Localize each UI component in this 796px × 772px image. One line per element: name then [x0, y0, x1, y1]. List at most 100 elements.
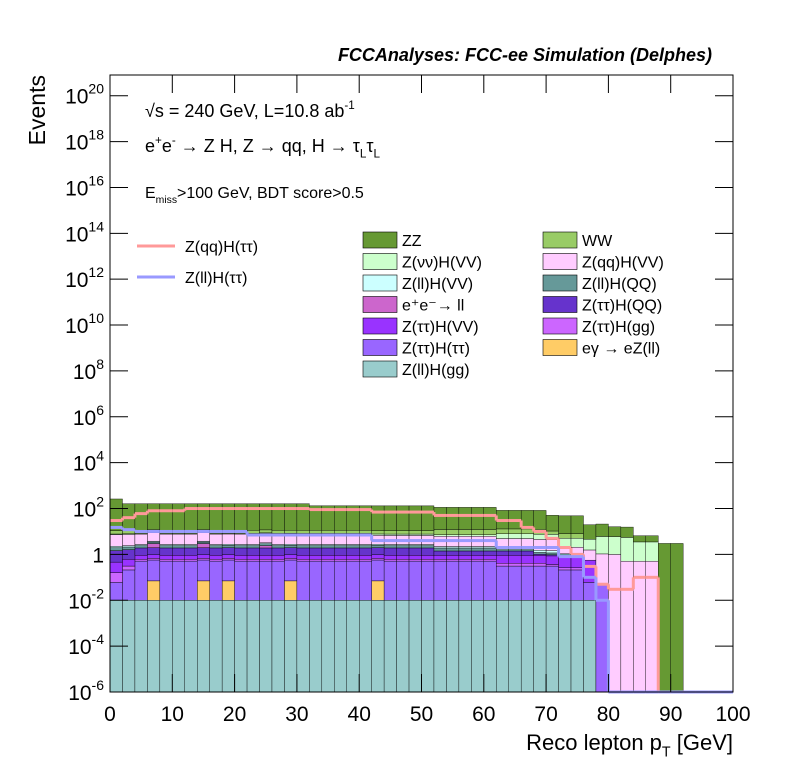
bar-segment	[296, 545, 310, 549]
bar-segment	[421, 505, 435, 531]
bar-segment	[458, 559, 472, 562]
bar-segment	[471, 559, 484, 562]
bar-segment	[334, 545, 347, 549]
bar-segment	[246, 545, 260, 549]
bar-segment	[221, 558, 235, 561]
bar-segment	[109, 550, 123, 563]
bar-segment	[496, 550, 509, 556]
text-part: Reco lepton p	[526, 730, 662, 755]
bar-segment	[533, 600, 547, 693]
bar-segment	[520, 528, 534, 534]
legend-swatch	[362, 360, 398, 378]
text-part: +	[155, 134, 162, 147]
y-tick-label: 106	[73, 402, 104, 430]
bar-segment	[271, 555, 285, 560]
bar-segment	[658, 543, 671, 693]
bar-segment	[508, 528, 522, 534]
bar-segment	[383, 559, 397, 562]
bar-segment	[433, 534, 447, 537]
bar-segment	[645, 541, 659, 562]
bar-segment	[147, 558, 161, 561]
bar-segment	[309, 545, 323, 549]
bar-segment	[109, 530, 123, 535]
bar-segment	[184, 545, 198, 549]
bar-segment	[159, 600, 173, 693]
x-tick-label: 90	[659, 703, 682, 726]
bar-segment	[284, 547, 298, 555]
bar-segment	[408, 547, 422, 556]
y-tick-exponent: 2	[96, 494, 104, 510]
text-part: τ	[366, 136, 373, 156]
bar-segment	[284, 545, 298, 548]
bar-segment	[446, 507, 460, 530]
bar-segment	[433, 560, 447, 601]
x-tick-label: 60	[472, 703, 495, 726]
bar-segment	[520, 600, 534, 693]
bar-segment	[334, 555, 347, 560]
bar-segment	[458, 546, 472, 549]
bar-segment	[296, 559, 310, 562]
bar-segment	[321, 600, 335, 693]
bar-segment	[159, 503, 173, 531]
bar-segment	[483, 560, 497, 601]
bar-segment	[558, 600, 572, 693]
bar-segment	[633, 541, 646, 562]
bar-segment	[421, 559, 435, 562]
bar-segment	[433, 600, 447, 693]
bar-segment	[271, 559, 285, 562]
y-tick-label: 1018	[65, 127, 104, 155]
bar-segment	[496, 563, 509, 567]
bar-segment	[483, 507, 497, 530]
bar-segment	[159, 533, 173, 545]
bar-segment	[595, 523, 609, 537]
bar-segment	[246, 547, 260, 556]
y-tick-base: 10	[73, 499, 96, 522]
bar-segment	[533, 550, 547, 553]
bar-segment	[583, 524, 597, 540]
bar-segment	[520, 565, 534, 601]
bar-segment	[545, 555, 559, 565]
x-axis-title: Reco lepton pT [GeV]	[526, 730, 733, 761]
y-tick-base: 10	[68, 682, 91, 705]
bar-segment	[159, 555, 173, 560]
bar-segment	[396, 547, 410, 556]
bar-segment	[209, 555, 223, 560]
bar-segment	[520, 555, 534, 564]
bar-segment	[197, 543, 210, 548]
bar-segment	[545, 530, 559, 535]
bar-segment	[147, 559, 161, 582]
bar-segment	[309, 547, 323, 556]
y-tick-exponent: 8	[96, 356, 104, 372]
y-tick-exponent: -4	[92, 631, 105, 647]
bar-segment	[197, 547, 210, 555]
text-part: -1	[344, 99, 354, 112]
bar-segment	[346, 530, 360, 534]
bar-segment	[172, 555, 185, 560]
y-tick-label: 10-2	[68, 585, 104, 613]
y-tick-base: 10	[68, 636, 91, 659]
bar-segment	[558, 556, 572, 569]
y-tick-label: 1020	[65, 81, 104, 109]
bar-segment	[134, 600, 148, 693]
bar-segment	[172, 547, 185, 556]
legend-label: Z(qq)H(VV)	[582, 255, 664, 272]
bar-segment	[284, 558, 298, 561]
bar-segment	[421, 533, 435, 536]
y-tick-label: 1012	[65, 264, 104, 292]
bar-segment	[583, 559, 597, 583]
y-tick-base: 10	[65, 177, 88, 200]
bar-segment	[545, 600, 559, 693]
bar-segment	[259, 543, 273, 546]
bar-segment	[271, 547, 285, 556]
legend-label: Z(ll)H(ττ)	[185, 270, 247, 287]
bar-segment	[271, 530, 285, 534]
y-tick-base: 10	[65, 86, 88, 109]
bar-segment	[159, 545, 173, 549]
bar-segment	[371, 505, 385, 531]
bar-segment	[184, 600, 198, 693]
bar-segment	[433, 559, 447, 562]
bar-segment	[271, 545, 285, 549]
bar-segment	[346, 555, 360, 560]
bar-segment	[159, 547, 173, 556]
